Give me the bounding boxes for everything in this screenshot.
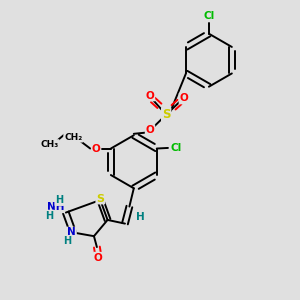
Text: O: O [179,94,188,103]
Text: O: O [146,125,154,135]
Text: H: H [63,236,71,246]
Text: Cl: Cl [170,143,182,153]
Text: O: O [92,143,100,154]
Text: O: O [94,253,103,263]
Text: CH₂: CH₂ [64,133,82,142]
Text: NH: NH [47,202,64,212]
Text: H: H [136,212,145,222]
Text: O: O [146,91,154,100]
Text: S: S [162,108,170,121]
Text: Cl: Cl [203,11,214,21]
Text: S: S [96,194,104,203]
Text: H: H [46,211,54,220]
Text: H: H [55,195,63,205]
Text: CH₃: CH₃ [40,140,59,149]
Text: N: N [67,227,76,238]
